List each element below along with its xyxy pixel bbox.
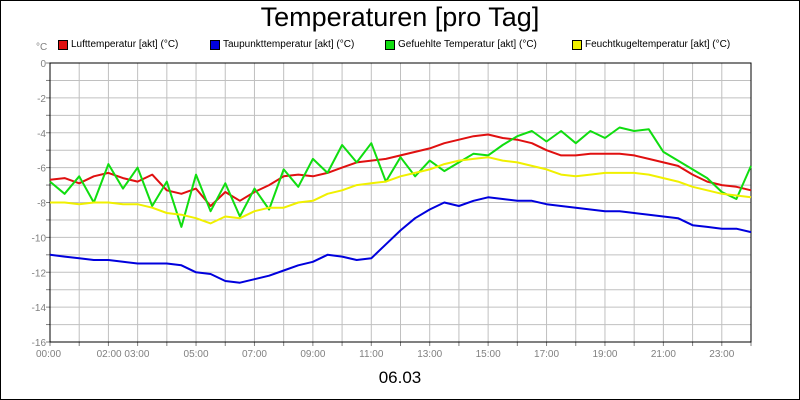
series-line-4 — [50, 156, 752, 225]
chart-title: Temperaturen [pro Tag] — [260, 2, 540, 32]
legend-swatch — [572, 40, 582, 50]
legend-label: Feuchtkugeltemperatur [akt] (°C) — [585, 39, 731, 50]
x-tick-label: 19:00 — [592, 349, 617, 360]
date-label: 06.03 — [378, 368, 422, 387]
legend-label: Lufttemperatur [akt] (°C) — [71, 39, 179, 50]
legend-swatch — [385, 40, 395, 50]
legend-swatch — [58, 40, 68, 50]
legend-label: Gefuehlte Temperatur [akt] (°C) — [398, 39, 537, 50]
x-tick-label: 21:00 — [651, 349, 676, 360]
x-tick-label: 09:00 — [300, 349, 325, 360]
y-axis-unit: °C — [36, 42, 48, 53]
series-lines — [49, 126, 752, 284]
y-tick-label: -8 — [37, 199, 46, 210]
y-tick-labels: 0 -2 -4 -6 -8 -10 -12 -14 -16 — [32, 59, 47, 349]
x-tick-label: 17:00 — [534, 349, 559, 360]
series-line-1 — [49, 133, 752, 207]
x-tick-label: 15:00 — [476, 349, 501, 360]
y-tick-label: -6 — [37, 164, 46, 175]
x-tick-label: 23:00 — [709, 349, 734, 360]
legend-swatch — [210, 40, 220, 50]
y-tick-label: 0 — [40, 59, 46, 70]
x-tick-labels: 00:00 02:00 03:00 05:00 07:00 09:00 11:00 13:0… — [36, 349, 735, 360]
x-tick-label: 00:00 — [36, 349, 61, 360]
y-tick-label: -14 — [32, 303, 47, 314]
y-tick-label: -4 — [37, 129, 46, 140]
grid — [49, 62, 752, 343]
x-tick-label: 13:00 — [417, 349, 442, 360]
legend-label: Taupunkttemperatur [akt] (°C) — [223, 39, 355, 50]
y-tick-label: -2 — [37, 94, 46, 105]
x-tick-label: 05:00 — [184, 349, 209, 360]
y-tick-label: -16 — [32, 338, 47, 349]
y-tick-label: -12 — [32, 268, 47, 279]
series-line-3 — [49, 126, 752, 228]
y-tick-label: -10 — [32, 233, 47, 244]
x-tick-label: 11:00 — [359, 349, 384, 360]
series-line-2 — [49, 196, 752, 284]
x-tick-label: 07:00 — [242, 349, 267, 360]
x-tick-label: 02:00 03:00 — [97, 349, 150, 360]
